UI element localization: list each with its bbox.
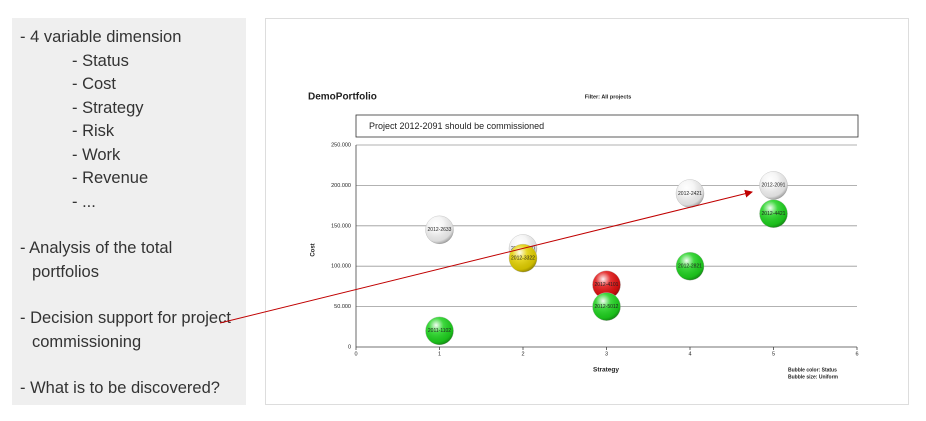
arrow: [219, 189, 753, 324]
bullet: - Strategy: [72, 98, 144, 117]
bubble-label: 2012-4421: [762, 211, 786, 217]
chart-subtitle: Filter: All projects: [585, 94, 632, 100]
bubble-label: 2012-2821: [678, 264, 702, 270]
y-tick-label: 50.000: [334, 304, 351, 310]
annotation-box: [355, 114, 859, 138]
bubble-shine: [425, 316, 454, 345]
bubble-label: 2012-5012: [595, 304, 619, 310]
bullet-group: - 4 variable dimension - Status - Cost - St…: [20, 26, 237, 214]
x-tick-label: 0: [354, 351, 357, 357]
bullet-group: - Analysis of the total portfolios: [20, 237, 237, 284]
chart-title: DemoPortfolio: [308, 92, 377, 103]
x-tick-label: 6: [855, 351, 858, 357]
bubble-label: 2011-1102: [428, 328, 451, 334]
bubble-shine: [759, 199, 788, 228]
bubble-label: 2012-3322: [511, 255, 535, 261]
bubble-shine: [676, 252, 704, 281]
bullet-group: - Decision support for project commissio…: [20, 307, 237, 354]
x-tick-label: 2: [521, 351, 524, 357]
x-tick-label: 4: [688, 351, 691, 357]
y-tick-label: 0: [348, 344, 351, 350]
bubble-group: 2012-2091: [759, 171, 788, 200]
bubble-group: 2012-4421: [759, 199, 788, 228]
y-tick-label: 250.000: [331, 142, 351, 148]
bubble-group: 2012-3322: [508, 243, 538, 273]
bubble-shine: [425, 215, 454, 244]
x-tick-label: 3: [605, 351, 608, 357]
x-axis-label: Strategy: [593, 367, 619, 374]
y-tick-label: 100.000: [331, 264, 351, 270]
text-panel: - 4 variable dimension - Status - Cost - St…: [12, 18, 246, 405]
bullet: - Work: [72, 145, 121, 164]
bullet: - ...: [72, 192, 96, 211]
chart-frame: [265, 18, 909, 405]
bubble-shine: [509, 244, 537, 273]
bubble-group: 2012-4101: [592, 270, 621, 299]
annotation: Project 2012-2091 should be commissioned: [369, 121, 544, 131]
y-tick-label: 150.000: [331, 223, 351, 229]
bullet-group: - What is to be discovered?: [20, 377, 237, 401]
bubble-label: 2012-4101: [595, 282, 619, 288]
bubble-group: 2011-1102: [425, 316, 454, 346]
bubble-label: 2012-2421: [678, 191, 702, 197]
bubble-group: 2012-2821: [675, 252, 705, 281]
bullet: - Analysis of the total portfolios: [20, 239, 173, 281]
x-tick-label: 5: [772, 351, 775, 357]
bullet: - Decision support for project commissio…: [20, 309, 231, 351]
bubble-label: 2012-2633: [428, 227, 452, 233]
x-tick-label: 1: [438, 351, 441, 357]
bullet: - Cost: [72, 75, 117, 93]
y-axis-label: Cost: [311, 243, 317, 256]
bubble-label: 2012-2091: [762, 183, 786, 189]
note: Bubble color: Status: [788, 367, 837, 373]
bullet: - Revenue: [72, 169, 149, 187]
bullet: - What is to be discovered?: [20, 379, 220, 397]
bubble-shine: [592, 292, 621, 321]
bullet: - 4 variable dimension: [20, 28, 182, 46]
bubble-group: 2012-5012: [592, 292, 621, 321]
y-tick-label: 200.000: [331, 183, 351, 189]
note: Bubble size: Uniform: [788, 374, 839, 380]
bullet: - Status: [72, 51, 129, 70]
bubble-group: 2012-2633: [425, 215, 454, 245]
bubble-shine: [759, 171, 788, 200]
bubble-shine: [676, 179, 704, 208]
bubble-group: 2012-2421: [675, 179, 705, 208]
bubble-shine: [592, 270, 621, 299]
bullet: - Risk: [72, 122, 115, 140]
